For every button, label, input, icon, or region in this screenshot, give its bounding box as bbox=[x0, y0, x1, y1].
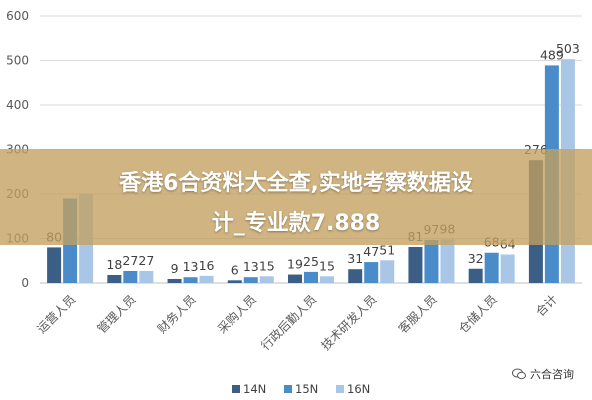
bar-15n bbox=[183, 277, 198, 283]
x-tick-label: 财务人员 bbox=[154, 292, 199, 337]
bar-14n bbox=[348, 269, 363, 283]
overlay-banner: 香港6合资料大全查,实地考察数据设 计_专业款7.888 bbox=[0, 149, 592, 245]
watermark: 六合咨询 bbox=[512, 366, 574, 382]
bar-14n bbox=[408, 246, 423, 283]
bar-15n bbox=[123, 270, 138, 283]
bar-15n bbox=[424, 239, 439, 283]
x-tick-label: 技术研发人员 bbox=[318, 292, 380, 354]
bar-15n bbox=[364, 262, 379, 283]
data-label: 32 bbox=[468, 251, 484, 266]
data-label: 15 bbox=[259, 258, 275, 273]
bar-15n bbox=[243, 277, 258, 283]
x-tick-label: 客服人员 bbox=[395, 292, 440, 337]
bar-16n bbox=[199, 275, 214, 283]
y-tick-label: 400 bbox=[6, 98, 29, 112]
legend: 14N 15N 16N bbox=[232, 382, 370, 396]
legend-label-15n: 15N bbox=[295, 382, 318, 396]
x-tick-label: 仓储人员 bbox=[455, 292, 500, 337]
bar-14n bbox=[468, 268, 483, 283]
legend-swatch-16n bbox=[336, 385, 344, 393]
bar-14n bbox=[47, 247, 62, 283]
watermark-text: 六合咨询 bbox=[530, 368, 574, 381]
data-label: 47 bbox=[363, 244, 379, 259]
bar-15n bbox=[304, 271, 318, 283]
data-label: 489 bbox=[540, 47, 564, 62]
data-label: 27 bbox=[138, 253, 154, 268]
banner-line-1: 香港6合资料大全查,实地考察数据设 bbox=[119, 171, 473, 196]
legend-swatch-14n bbox=[232, 385, 240, 393]
banner-line-2: 计_专业款7.888 bbox=[211, 211, 381, 236]
data-label: 18 bbox=[106, 257, 122, 272]
bar-16n bbox=[500, 254, 515, 283]
x-tick-label: 行政后勤人员 bbox=[258, 292, 319, 353]
data-label: 15 bbox=[319, 258, 335, 273]
x-tick-label: 管理人员 bbox=[94, 292, 139, 337]
bar-14n bbox=[167, 278, 182, 283]
data-label: 51 bbox=[379, 242, 395, 257]
legend-label-14n: 14N bbox=[243, 382, 266, 396]
x-tick-label: 合计 bbox=[532, 292, 560, 320]
bar-15n bbox=[484, 252, 499, 283]
data-label: 27 bbox=[122, 253, 138, 268]
data-label: 9 bbox=[171, 261, 179, 276]
data-label: 16 bbox=[199, 258, 215, 273]
data-label: 13 bbox=[243, 259, 259, 274]
bar-16n bbox=[320, 276, 334, 283]
bar-16n bbox=[139, 270, 154, 283]
data-label: 13 bbox=[183, 259, 199, 274]
data-label: 31 bbox=[347, 251, 363, 266]
data-label: 503 bbox=[556, 41, 580, 56]
bar-16n bbox=[440, 239, 455, 283]
bar-14n bbox=[227, 280, 242, 283]
y-tick-label: 600 bbox=[6, 9, 29, 23]
x-axis-labels: 运营人员 管理人员 财务人员 采购人员 行政后勤人员 技术研发人员 客服人员 仓储人员 合计 bbox=[34, 292, 560, 354]
bar-14n bbox=[288, 274, 302, 283]
wechat-icon bbox=[512, 368, 526, 380]
data-label: 25 bbox=[303, 254, 319, 269]
bar-14n bbox=[107, 274, 122, 283]
bar-16n bbox=[259, 276, 274, 283]
x-tick-label: 运营人员 bbox=[34, 292, 78, 336]
data-label: 6 bbox=[231, 262, 239, 277]
y-tick-label: 500 bbox=[6, 54, 29, 68]
x-tick-label: 采购人员 bbox=[214, 292, 259, 337]
legend-swatch-15n bbox=[284, 385, 292, 393]
data-label: 19 bbox=[287, 257, 303, 272]
legend-label-16n: 16N bbox=[347, 382, 370, 396]
bar-16n bbox=[380, 260, 395, 283]
y-tick-label: 0 bbox=[21, 276, 29, 290]
